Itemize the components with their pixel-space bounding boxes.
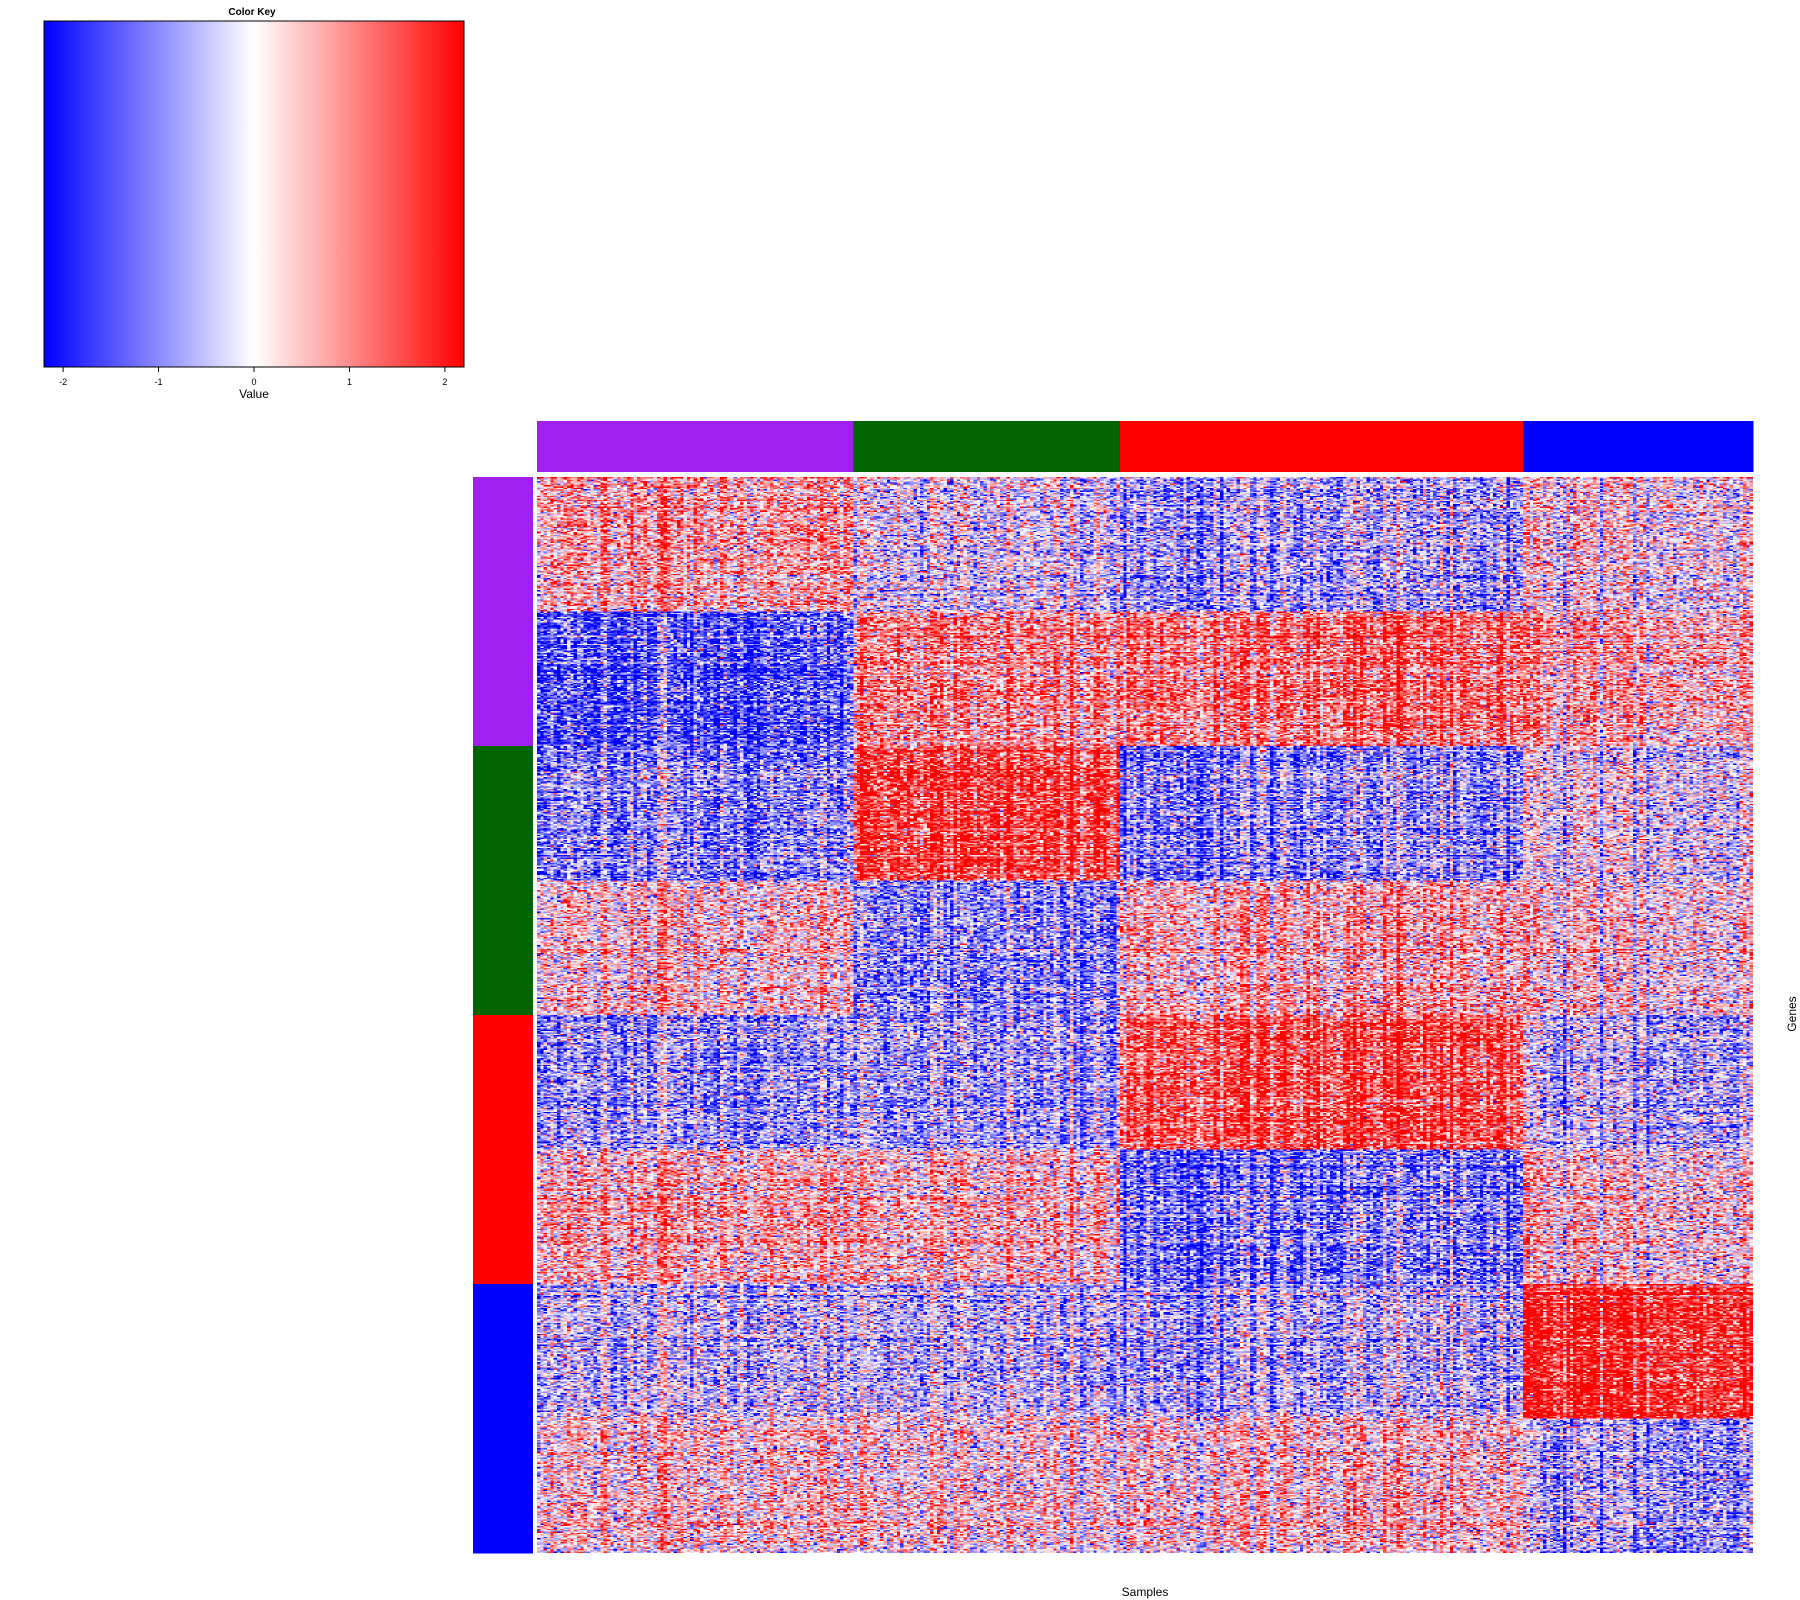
column-group-2-bar [853, 421, 1121, 472]
color-key-xlabel: Value [239, 387, 269, 401]
color-key-title: Color Key [228, 7, 276, 18]
row-group-2-bar [473, 746, 533, 1016]
row-side-colors [473, 477, 533, 1554]
color-key-tick-label: -1 [155, 377, 163, 387]
column-group-1-bar [537, 421, 854, 472]
row-group-4-bar [473, 1284, 533, 1554]
row-group-1-bar [473, 477, 533, 747]
heatmap-cells [537, 477, 1753, 1553]
column-group-4-bar [1523, 421, 1754, 472]
color-key-tick-label: 1 [347, 377, 352, 387]
column-side-colors [537, 421, 1754, 472]
heatmap-body [537, 477, 1753, 1553]
y-axis-label: Genes [1785, 996, 1799, 1031]
column-group-3-bar [1120, 421, 1524, 472]
color-key-tick-label: -2 [59, 377, 67, 387]
row-group-3-bar [473, 1015, 533, 1285]
color-key: Color Key -2 -1 0 1 2 Value [43, 7, 465, 401]
color-key-tick-label: 2 [442, 377, 447, 387]
color-key-axis: -2 -1 0 1 2 [59, 366, 447, 387]
x-axis-label: Samples [1122, 1585, 1169, 1599]
color-key-gradient [44, 21, 464, 367]
color-key-tick-label: 0 [251, 377, 256, 387]
